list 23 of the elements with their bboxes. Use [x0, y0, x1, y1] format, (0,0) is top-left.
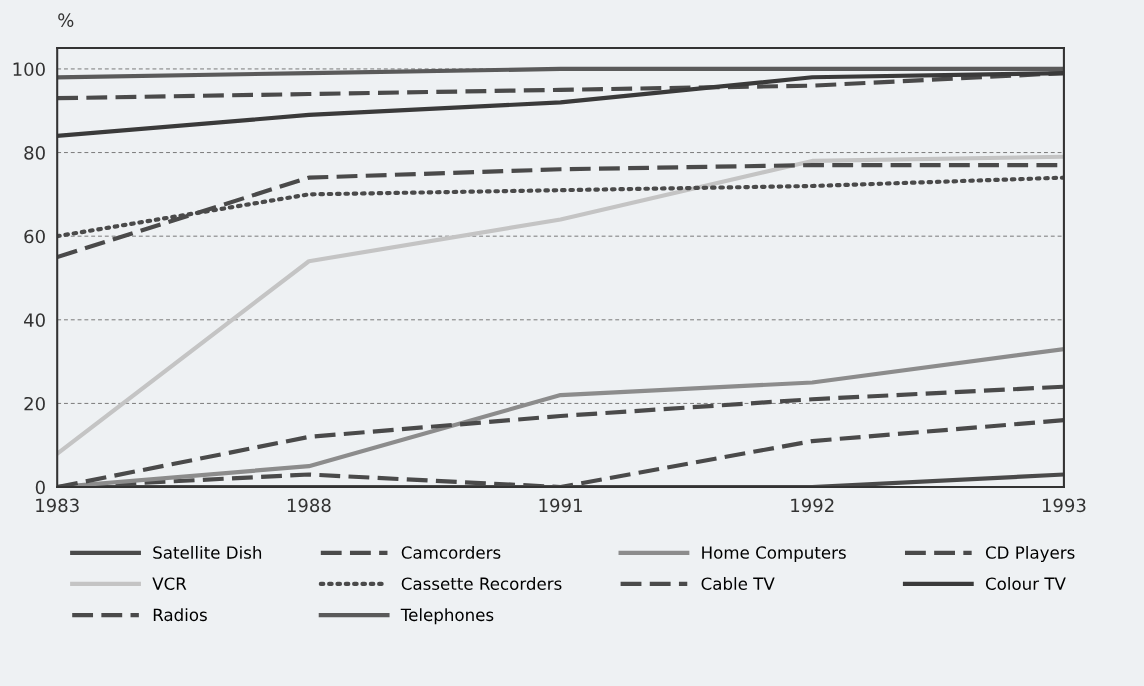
y-tick-label: 20 — [24, 396, 45, 411]
y-tick-label: 60 — [24, 229, 45, 244]
legend-label: Satellite Dish — [153, 545, 262, 559]
y-tick-label: 100 — [13, 62, 45, 77]
x-tick-label: 1988 — [287, 498, 331, 513]
x-tick-label: 1991 — [539, 498, 582, 513]
legend-label: Telephones — [400, 608, 494, 625]
legend-label: Camcorders — [401, 545, 501, 559]
legend-label: CD Players — [985, 545, 1075, 563]
y-tick-label: 0 — [35, 480, 45, 495]
legend-label: Colour TV — [985, 577, 1066, 590]
x-tick-label: 1992 — [791, 498, 834, 513]
legend-label: Cassette Recorders — [401, 577, 562, 590]
legend-label: Home Computers — [702, 546, 846, 563]
x-tick-label: 1993 — [1042, 498, 1086, 513]
line-series — [57, 154, 1064, 456]
legend-label: Radios — [153, 608, 207, 622]
x-tick-label: 1983 — [36, 498, 79, 513]
y-tick-label: 80 — [24, 146, 45, 160]
y-tick-label: 40 — [24, 313, 45, 327]
legend-label: Cable TV — [701, 577, 775, 590]
y-axis-title: % — [58, 13, 74, 27]
legend-label: VCR — [152, 577, 187, 590]
